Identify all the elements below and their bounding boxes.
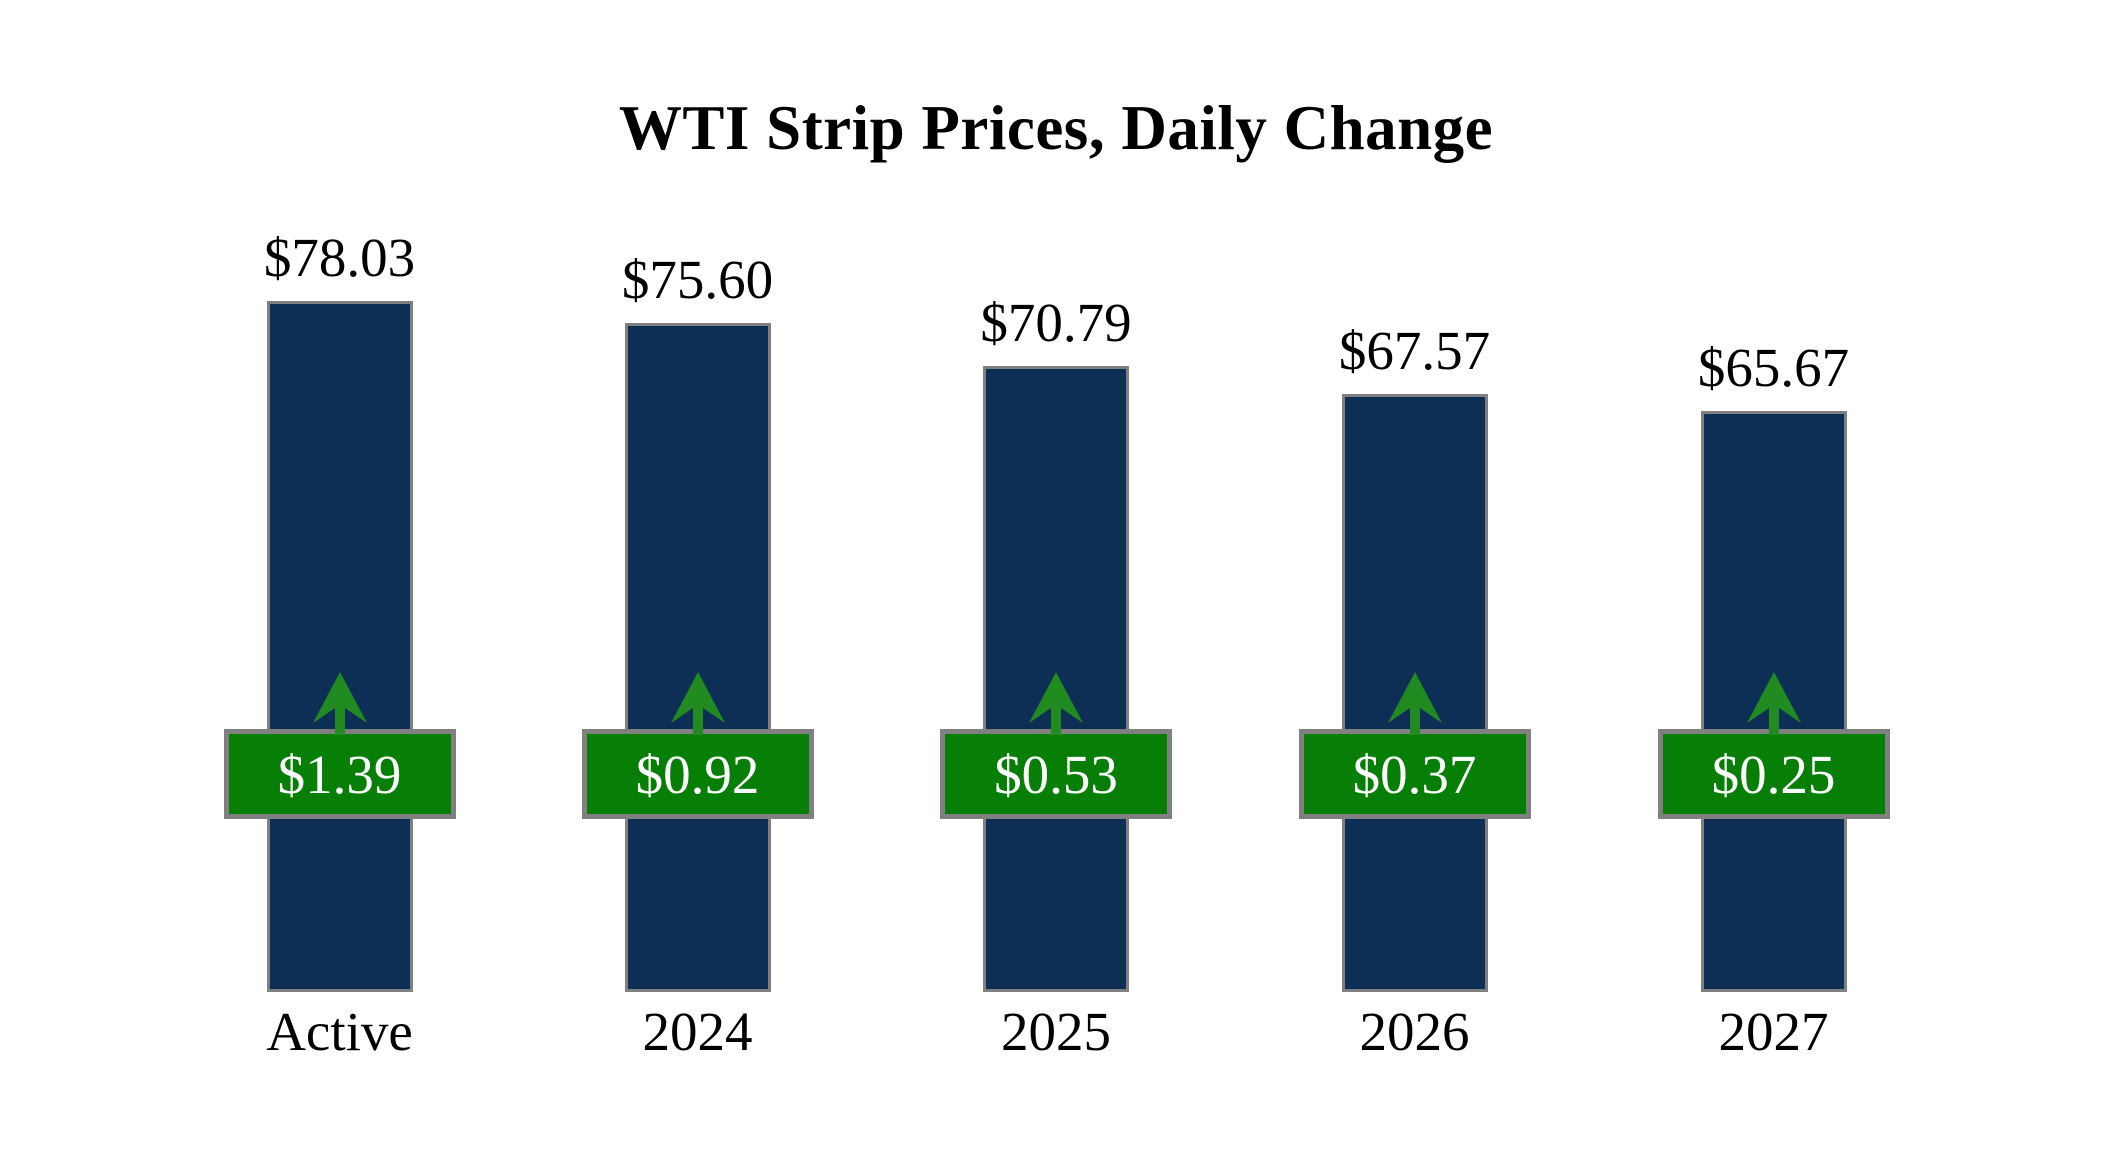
category-label: 2025 [1001, 1001, 1111, 1062]
bar-column-2025: $70.79 $0.53 2025 [936, 0, 1176, 1152]
bar-column-2024: $75.60 $0.92 2024 [578, 0, 818, 1152]
price-label: $78.03 [263, 227, 416, 288]
category-label: 2024 [642, 1001, 753, 1062]
category-label: 2027 [1718, 1001, 1829, 1062]
category-label: Active [266, 1001, 413, 1062]
price-label: $70.79 [980, 292, 1132, 353]
price-label: $65.67 [1697, 337, 1850, 398]
change-label: $0.25 [1711, 743, 1836, 805]
change-label: $1.39 [277, 743, 402, 805]
up-arrow-icon [1746, 672, 1801, 735]
up-arrow-icon [312, 672, 367, 735]
change-badge: $0.53 [940, 729, 1172, 819]
bar-column-active: $78.03 $1.39 Active [220, 0, 460, 1152]
change-badge: $0.37 [1298, 729, 1531, 819]
up-arrow-icon [670, 672, 725, 735]
price-label: $67.57 [1338, 320, 1491, 381]
bar-column-2026: $67.57 $0.37 2026 [1295, 0, 1535, 1152]
change-badge: $0.92 [581, 729, 814, 819]
change-label: $0.37 [1352, 743, 1477, 805]
change-badge: $0.25 [1657, 729, 1890, 819]
price-bar [624, 323, 771, 992]
up-arrow-icon [1387, 672, 1442, 735]
change-label: $0.92 [635, 743, 760, 805]
up-arrow-icon [1029, 672, 1083, 735]
change-label: $0.53 [994, 743, 1118, 805]
bar-column-2027: $65.67 $0.25 2027 [1654, 0, 1894, 1152]
price-label: $75.60 [621, 249, 774, 310]
category-label: 2026 [1359, 1001, 1470, 1062]
change-badge: $1.39 [223, 729, 456, 819]
chart-title: WTI Strip Prices, Daily Change [618, 93, 1494, 163]
price-bar [266, 301, 413, 992]
